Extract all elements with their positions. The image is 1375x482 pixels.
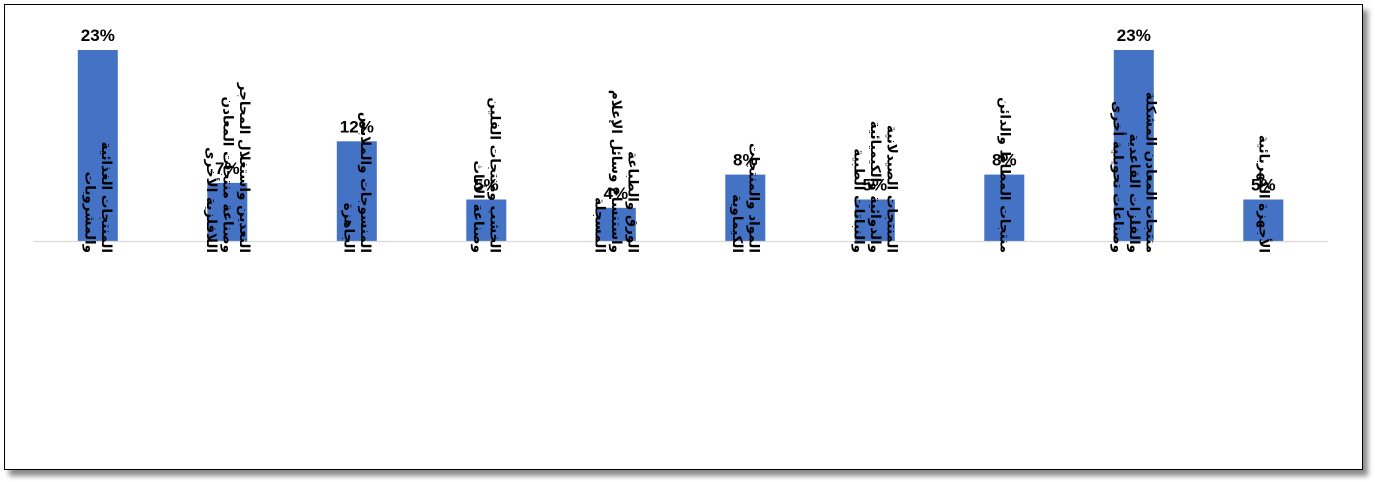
category-label-line: والنباتات الطبية: [850, 148, 866, 253]
data-label: 8%: [992, 151, 1017, 170]
bar: [854, 199, 895, 241]
data-label: 12%: [340, 117, 374, 136]
bar: [336, 141, 377, 241]
bar: [77, 50, 118, 241]
category-label-line: وصناعة الأثاث: [470, 160, 487, 253]
data-label: 5%: [1251, 176, 1276, 195]
data-label: 23%: [81, 26, 115, 45]
category-label-line: المنسوجات والملابس: [357, 112, 373, 253]
category-label-line: الكيماوية: [729, 194, 745, 253]
category-label-line: والدوائية والكيميائية: [867, 121, 883, 253]
bar: [1113, 50, 1154, 241]
category-label-line: المنتجات الغذائية: [98, 142, 114, 253]
category-label-line: وصناعات تحويلية أخرى: [1109, 101, 1126, 253]
category-label-line: الجاهزة: [341, 203, 357, 253]
category-label-line: منتجات المعادن المشكلة: [1142, 92, 1158, 253]
category-label-line: الورق والطباعة: [624, 151, 640, 253]
category-label-line: والفلزات القاعدية: [1126, 134, 1142, 253]
category-label-line: واستنساخ وسائل الإعلام: [608, 90, 624, 253]
category-label-line: الخشب ومنتجات الفلين: [487, 97, 503, 253]
category-label-line: اللافلزية الأخرى: [203, 147, 220, 253]
category-label-line: الأجهزة الكهربائية: [1255, 135, 1272, 253]
data-label: 5%: [863, 176, 888, 195]
bar: [207, 182, 248, 241]
bar: [725, 174, 766, 241]
bars-group: [77, 50, 1284, 241]
category-label: الأجهزة الكهربائية: [1255, 135, 1272, 253]
data-labels-group: 23% 7% 12% 5% 4% 8% 5% 8% 23% 5%: [81, 26, 1276, 203]
category-label-line: المنتجات الصيدلانية: [883, 125, 899, 253]
category-label-line: والمشروبات: [82, 172, 98, 253]
category-label-line: التعدين واستغلال المحاجر: [236, 82, 252, 253]
data-label: 23%: [1117, 26, 1151, 45]
category-label: منتجات المطاط والدائن: [996, 97, 1012, 253]
category-label-line: وصناعة منتجات المعادن: [219, 97, 235, 253]
bar: [595, 207, 636, 241]
category-label-line: منتجات المطاط والدائن: [996, 97, 1012, 253]
bar: [466, 199, 507, 241]
data-label: 5%: [474, 176, 499, 195]
bar: [984, 174, 1025, 241]
category-label-line: المواد والمنتجات: [746, 143, 762, 253]
data-label: 8%: [733, 151, 758, 170]
bar: [1243, 199, 1284, 241]
category-label-line: المسجلة: [591, 197, 607, 253]
data-label: 7%: [215, 159, 240, 178]
data-label: 4%: [604, 184, 629, 203]
